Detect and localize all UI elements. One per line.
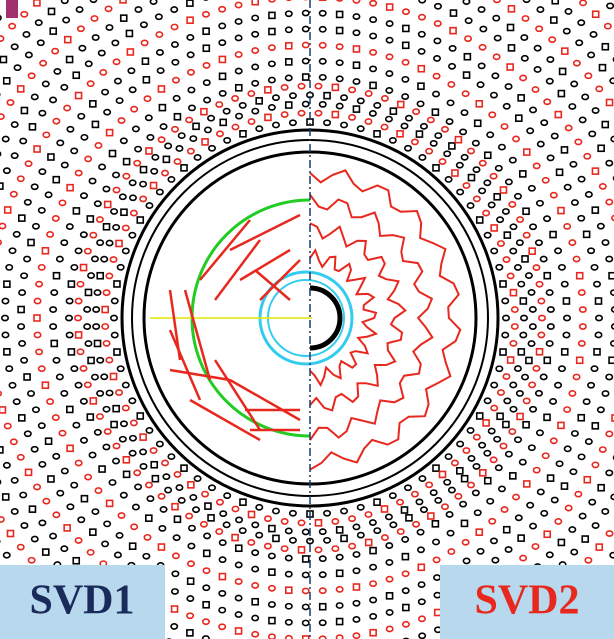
detector-figure: SVD1 SVD2	[0, 0, 614, 639]
svd2-label: SVD2	[474, 578, 579, 624]
sensor	[0, 151, 1, 156]
sensor	[0, 479, 1, 484]
corner-marker	[6, 0, 18, 18]
svd1-label: SVD1	[29, 578, 134, 624]
page: SVD1 SVD2 (() => { const data = JSON.par…	[0, 0, 614, 639]
